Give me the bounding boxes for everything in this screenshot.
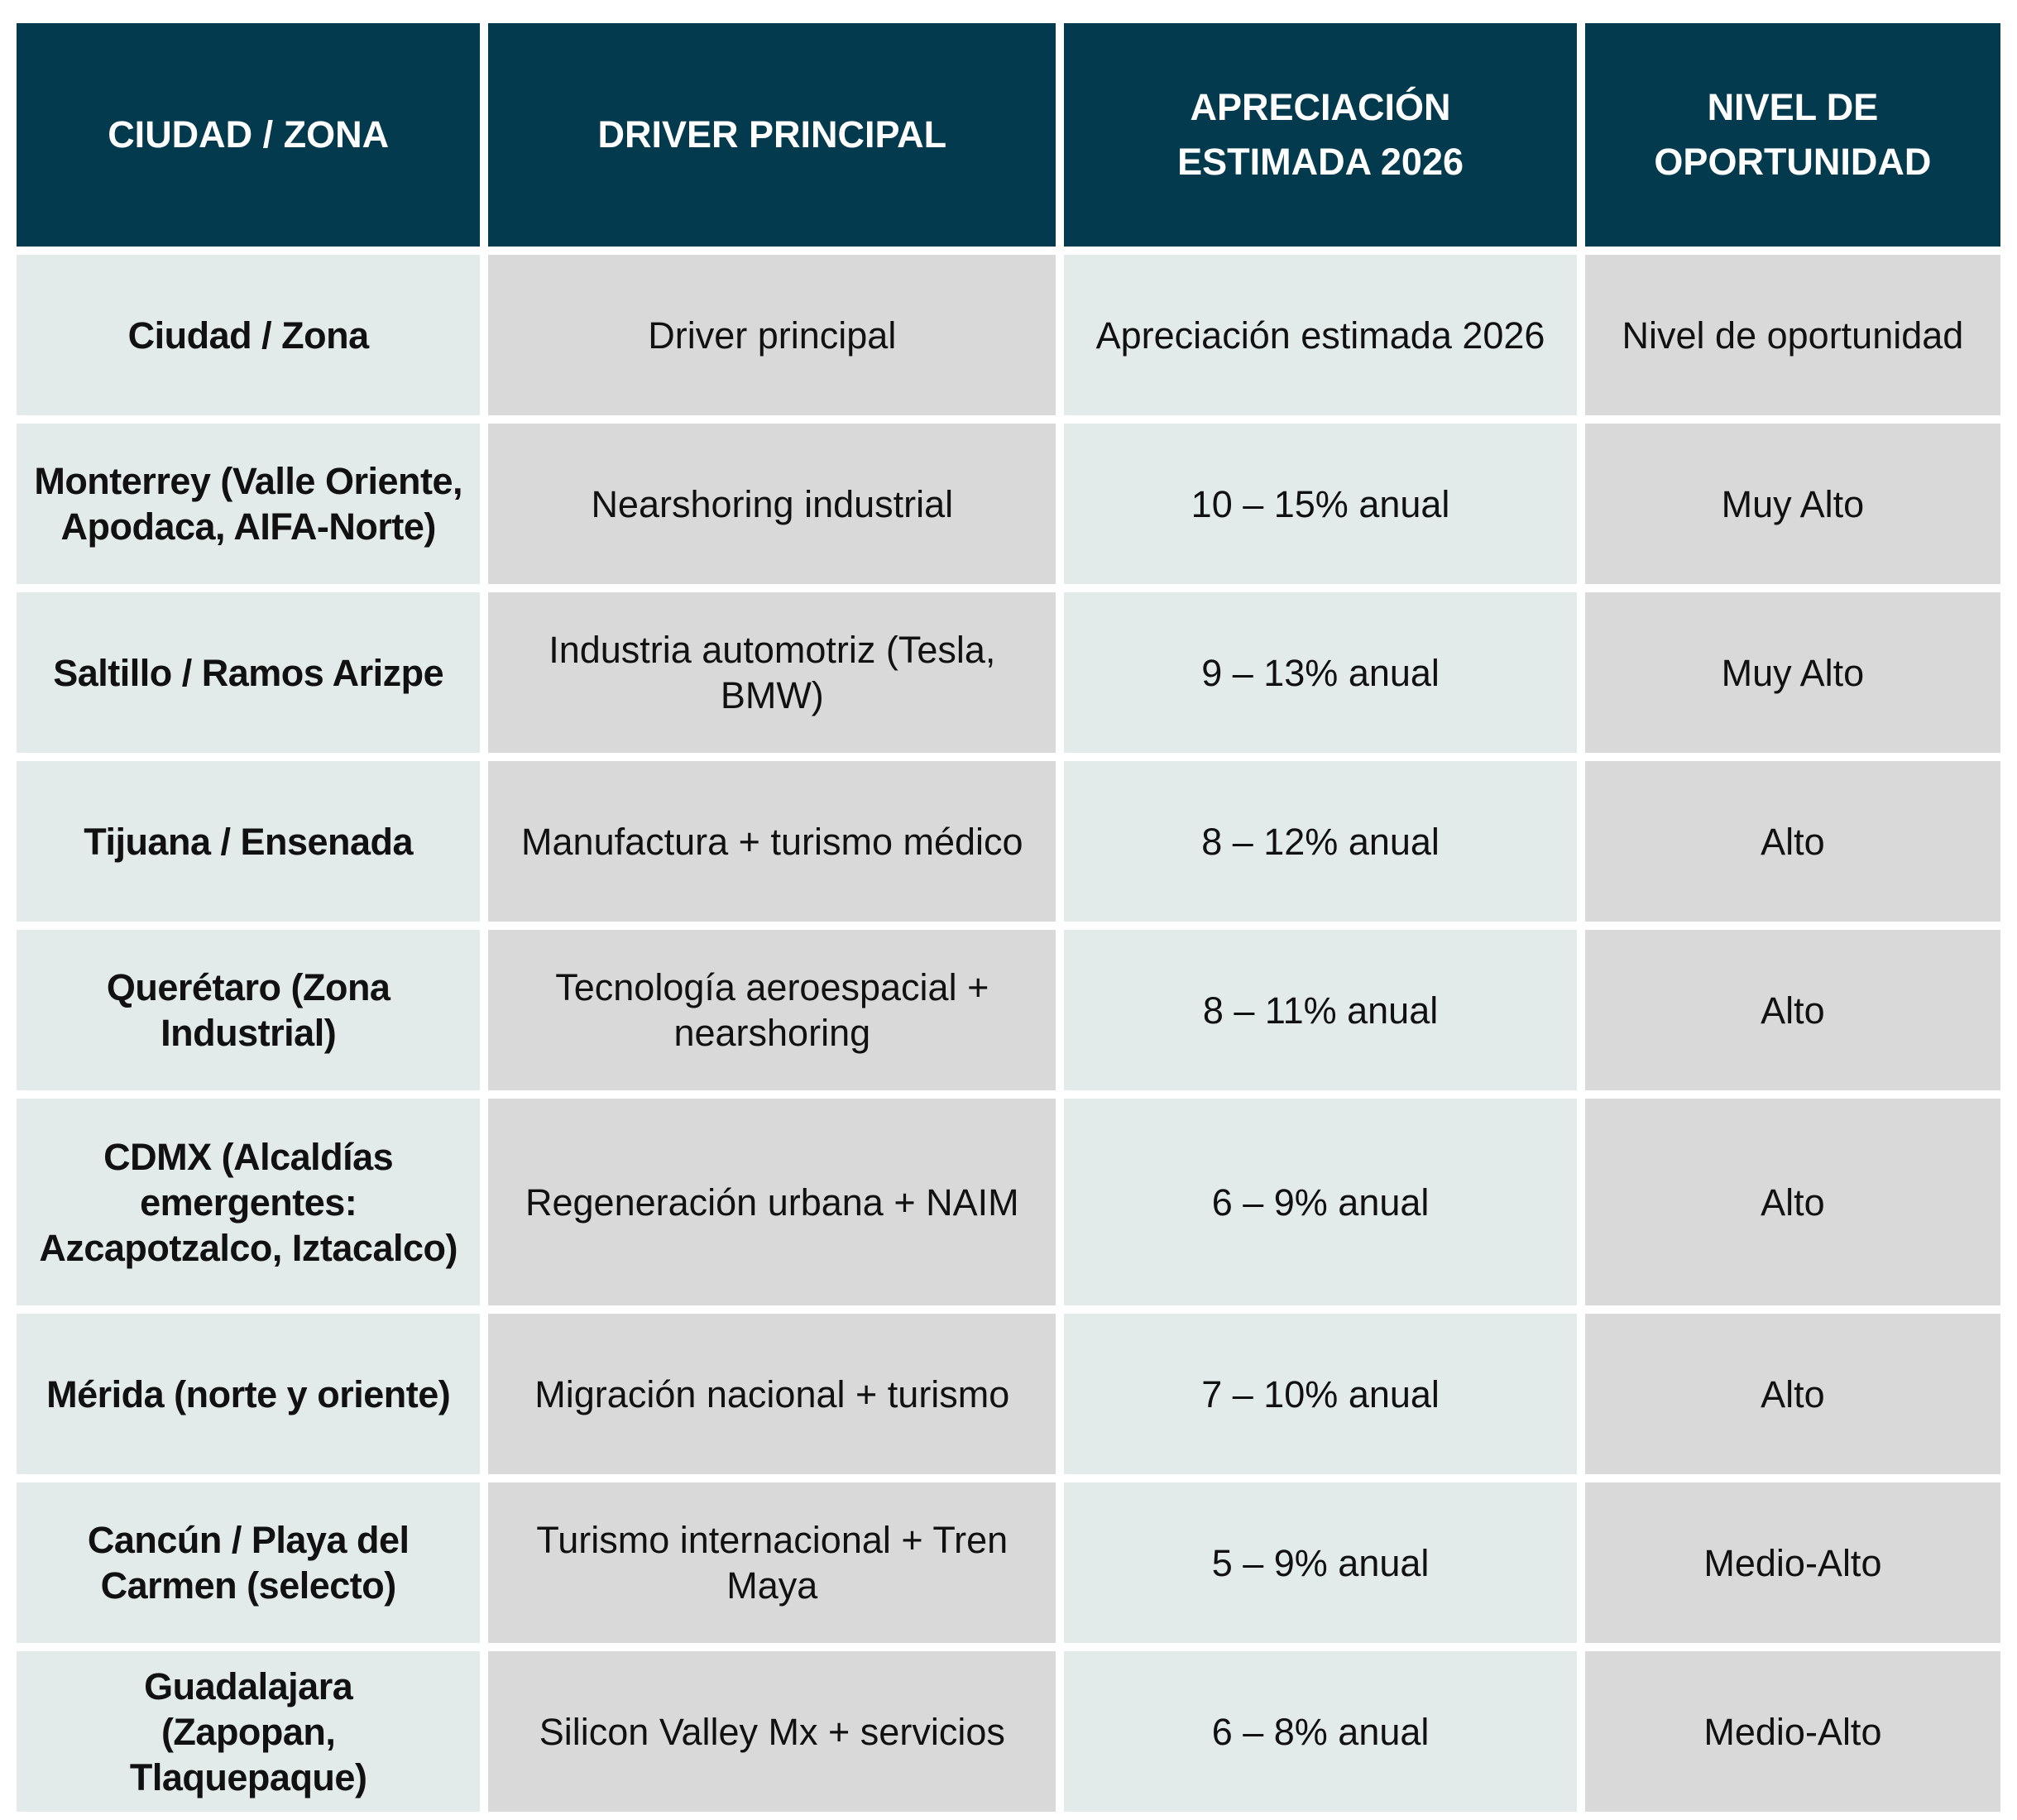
- table-row: Cancún / Playa del Carmen (selecto) Turi…: [17, 1482, 2000, 1643]
- opportunity-table-container: CIUDAD / ZONA DRIVER PRINCIPAL APRECIACI…: [17, 23, 2000, 1812]
- table-row: Querétaro (Zona Industrial) Tecnología a…: [17, 930, 2000, 1090]
- cell-level: Medio-Alto: [1584, 1482, 2000, 1643]
- cell-appreciation: 5 – 9% anual: [1064, 1482, 1577, 1643]
- header-level: NIVEL DE OPORTUNIDAD: [1584, 23, 2000, 247]
- cell-driver: Manufactura + turismo médico: [488, 761, 1056, 922]
- cell-appreciation: 8 – 12% anual: [1064, 761, 1577, 922]
- header-appreciation: APRECIACIÓN ESTIMADA 2026: [1064, 23, 1577, 247]
- cell-driver: Silicon Valley Mx + servicios: [488, 1651, 1056, 1812]
- cell-appreciation: Apreciación estimada 2026: [1064, 255, 1577, 415]
- cell-level: Alto: [1584, 761, 2000, 922]
- cell-level: Alto: [1584, 1314, 2000, 1474]
- cell-level: Alto: [1584, 930, 2000, 1090]
- cell-driver: Regeneración urbana + NAIM: [488, 1099, 1056, 1305]
- cell-city: Tijuana / Ensenada: [17, 761, 481, 922]
- cell-level: Muy Alto: [1584, 424, 2000, 584]
- table-row: Mérida (norte y oriente) Migración nacio…: [17, 1314, 2000, 1474]
- cell-level: Medio-Alto: [1584, 1651, 2000, 1812]
- table-row: Guadalajara (Zapopan, Tlaquepaque) Silic…: [17, 1651, 2000, 1812]
- table-row: Monterrey (Valle Oriente, Apodaca, AIFA-…: [17, 424, 2000, 584]
- table-row: Tijuana / Ensenada Manufactura + turismo…: [17, 761, 2000, 922]
- cell-city: Querétaro (Zona Industrial): [17, 930, 481, 1090]
- cell-driver: Turismo internacional + Tren Maya: [488, 1482, 1056, 1643]
- cell-driver: Driver principal: [488, 255, 1056, 415]
- cell-appreciation: 6 – 8% anual: [1064, 1651, 1577, 1812]
- cell-city: Monterrey (Valle Oriente, Apodaca, AIFA-…: [17, 424, 481, 584]
- cell-driver: Migración nacional + turismo: [488, 1314, 1056, 1474]
- cell-city: Ciudad / Zona: [17, 255, 481, 415]
- table-row: Saltillo / Ramos Arizpe Industria automo…: [17, 592, 2000, 753]
- cell-appreciation: 6 – 9% anual: [1064, 1099, 1577, 1305]
- header-city: CIUDAD / ZONA: [17, 23, 481, 247]
- cell-level: Nivel de oportunidad: [1584, 255, 2000, 415]
- opportunity-table: CIUDAD / ZONA DRIVER PRINCIPAL APRECIACI…: [8, 15, 2009, 1820]
- cell-appreciation: 10 – 15% anual: [1064, 424, 1577, 584]
- cell-appreciation: 8 – 11% anual: [1064, 930, 1577, 1090]
- cell-level: Alto: [1584, 1099, 2000, 1305]
- cell-driver: Tecnología aeroespacial + nearshoring: [488, 930, 1056, 1090]
- cell-appreciation: 7 – 10% anual: [1064, 1314, 1577, 1474]
- table-row: Ciudad / Zona Driver principal Apreciaci…: [17, 255, 2000, 415]
- cell-city: Guadalajara (Zapopan, Tlaquepaque): [17, 1651, 481, 1812]
- header-row: CIUDAD / ZONA DRIVER PRINCIPAL APRECIACI…: [17, 23, 2000, 247]
- table-row: CDMX (Alcaldías emergentes: Azcapotzalco…: [17, 1099, 2000, 1305]
- cell-level: Muy Alto: [1584, 592, 2000, 753]
- cell-driver: Industria automotriz (Tesla, BMW): [488, 592, 1056, 753]
- cell-driver: Nearshoring industrial: [488, 424, 1056, 584]
- cell-appreciation: 9 – 13% anual: [1064, 592, 1577, 753]
- cell-city: Saltillo / Ramos Arizpe: [17, 592, 481, 753]
- cell-city: Mérida (norte y oriente): [17, 1314, 481, 1474]
- cell-city: Cancún / Playa del Carmen (selecto): [17, 1482, 481, 1643]
- cell-city: CDMX (Alcaldías emergentes: Azcapotzalco…: [17, 1099, 481, 1305]
- header-driver: DRIVER PRINCIPAL: [488, 23, 1056, 247]
